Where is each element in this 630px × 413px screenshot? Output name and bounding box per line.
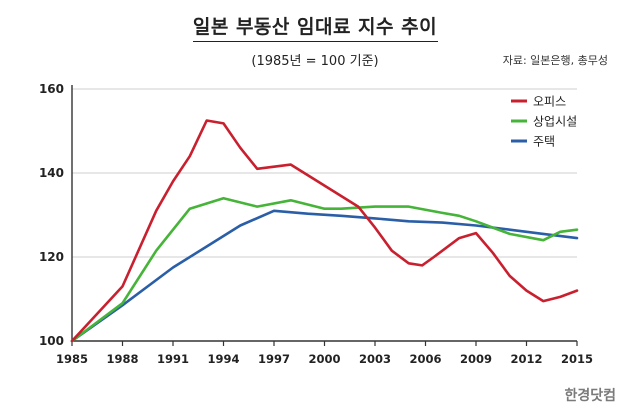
legend-label-1: 오피스 — [533, 95, 566, 109]
x-tick-label-1988: 1988 — [106, 352, 138, 366]
legend-label-3: 주택 — [533, 135, 555, 149]
chart-title: 일본 부동산 임대료 지수 추이 — [192, 16, 438, 38]
brand-logo: 한경닷컴 — [564, 388, 616, 404]
title-underline — [193, 41, 438, 42]
x-tick-label-1991: 1991 — [157, 352, 189, 366]
x-tick-label-2012: 2012 — [510, 352, 542, 366]
x-tick-label-2015: 2015 — [561, 352, 593, 366]
y-tick-label-160: 160 — [39, 82, 64, 96]
source-note: 자료: 일본은행, 총무성 — [502, 54, 608, 67]
x-tick-labels: 1985 1988 1991 1994 1997 2000 2003 2006 2009 2012… — [56, 352, 593, 366]
series-line-2 — [70, 196, 579, 343]
legend-label-2: 상업시설 — [533, 115, 577, 129]
chart-subtitle: (1985년 = 100 기준) — [251, 54, 379, 69]
series-line-1 — [70, 119, 579, 343]
x-tick-label-2000: 2000 — [308, 352, 340, 366]
x-tick-label-1997: 1997 — [258, 352, 290, 366]
x-tick-label-2009: 2009 — [460, 352, 492, 366]
series-line-3 — [70, 209, 579, 343]
grid-lines — [72, 88, 577, 258]
y-tick-labels: 100 120 140 160 — [39, 82, 64, 348]
x-tick-label-2003: 2003 — [359, 352, 391, 366]
axes — [71, 85, 578, 346]
series-lines — [70, 119, 579, 343]
y-tick-label-100: 100 — [39, 334, 64, 348]
x-tick-label-2006: 2006 — [409, 352, 441, 366]
y-tick-label-140: 140 — [39, 166, 64, 180]
x-tick-label-1994: 1994 — [207, 352, 239, 366]
x-tick-label-1985: 1985 — [56, 352, 88, 366]
y-tick-label-120: 120 — [39, 250, 64, 264]
